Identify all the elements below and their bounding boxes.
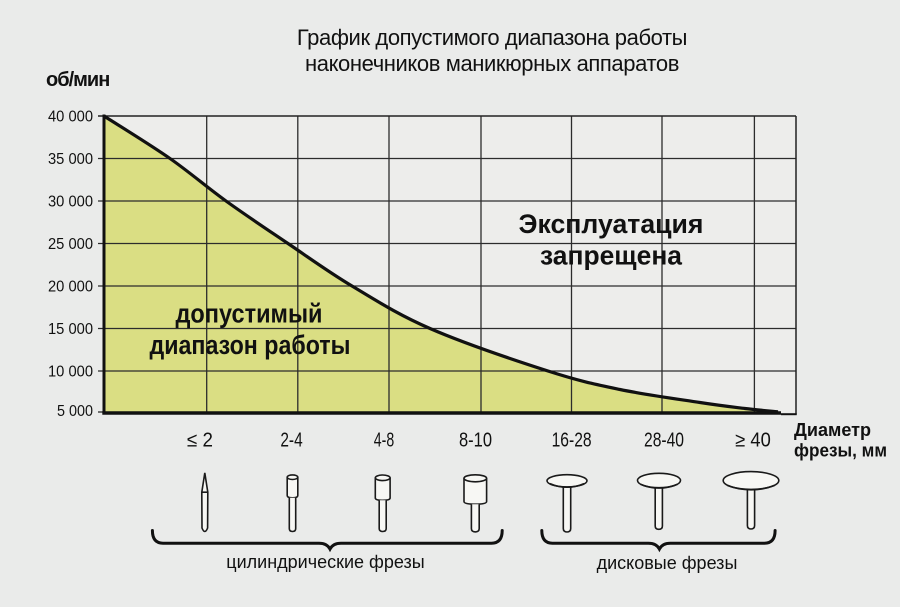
svg-text:Эксплуатация: Эксплуатация (519, 209, 704, 239)
svg-text:16-28: 16-28 (552, 430, 592, 452)
svg-text:30 000: 30 000 (48, 194, 93, 211)
svg-text:10 000: 10 000 (48, 364, 93, 381)
svg-text:наконечников маникюрных аппара: наконечников маникюрных аппаратов (305, 51, 679, 76)
svg-text:об/мин: об/мин (46, 69, 109, 91)
svg-text:15 000: 15 000 (48, 321, 93, 338)
svg-text:допустимый: допустимый (176, 299, 323, 329)
svg-text:5 000: 5 000 (57, 403, 93, 420)
svg-text:40 000: 40 000 (48, 109, 93, 126)
svg-text:20 000: 20 000 (48, 279, 93, 296)
svg-text:≥ 40: ≥ 40 (735, 430, 771, 452)
svg-text:диапазон работы: диапазон работы (150, 330, 351, 360)
svg-text:28-40: 28-40 (644, 430, 684, 452)
svg-text:≤ 2: ≤ 2 (187, 430, 213, 452)
svg-text:4-8: 4-8 (374, 430, 394, 452)
svg-text:25 000: 25 000 (48, 236, 93, 253)
svg-text:дисковые фрезы: дисковые фрезы (597, 553, 738, 573)
svg-text:цилиндрические фрезы: цилиндрические фрезы (226, 552, 424, 572)
svg-text:График допустимого диапазона р: График допустимого диапазона работы (297, 25, 687, 50)
svg-text:8-10: 8-10 (459, 430, 492, 452)
svg-text:2-4: 2-4 (280, 430, 302, 452)
svg-text:запрещена: запрещена (540, 241, 683, 271)
svg-text:35 000: 35 000 (48, 151, 93, 168)
svg-text:Диаметр: Диаметр (794, 419, 871, 440)
svg-text:фрезы, мм: фрезы, мм (794, 439, 887, 460)
